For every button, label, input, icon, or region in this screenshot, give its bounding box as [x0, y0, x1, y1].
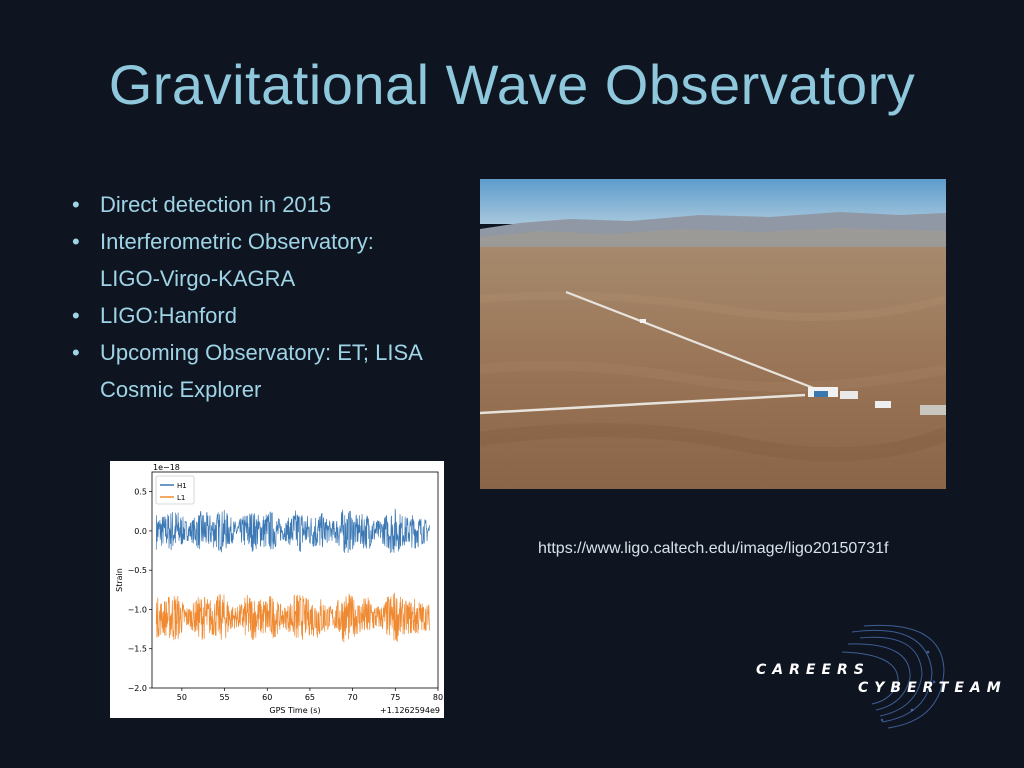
bullet-text: Interferometric Observatory: [100, 229, 374, 254]
x-tick-label: 75 [390, 693, 400, 702]
photo-source-url: https://www.ligo.caltech.edu/image/ligo2… [538, 540, 889, 557]
legend: H1 L1 [155, 475, 195, 505]
bullet-list: • Direct detection in 2015 • Interferometr… [72, 186, 423, 408]
bullet-item: • Interferometric Observatory: [72, 223, 423, 260]
y-tick-label: −0.5 [128, 566, 147, 575]
bullet-dot: • [72, 340, 80, 365]
x-tick-label: 80 [433, 693, 443, 702]
y-axis-label: Strain [115, 568, 124, 592]
x-tick-label: 65 [305, 693, 315, 702]
series-l1-line [155, 592, 430, 643]
y-tick-label: −1.5 [128, 645, 147, 654]
y-tick-label: −1.0 [128, 605, 147, 614]
bullet-dot: • [72, 229, 80, 254]
ligo-hanford-photo [480, 179, 946, 489]
series-h1-line [155, 508, 430, 553]
bullet-dot: • [72, 192, 80, 217]
bullet-text: Upcoming Observatory: ET; LISA [100, 340, 423, 365]
careers-cyberteam-logo: CAREERS CYBERTEAM [752, 622, 1002, 732]
y-tick-label: −2.0 [128, 684, 147, 693]
y-scale-label: 1e−18 [153, 463, 180, 472]
y-tick-label: 0.5 [134, 488, 147, 497]
bullet-text: LIGO:Hanford [100, 303, 237, 328]
strain-chart: 50 55 60 65 70 75 80 0.5 0.0 −0.5 −1.0 −1.5 −2.0 1e… [110, 461, 444, 718]
bullet-item: • LIGO:Hanford [72, 297, 423, 334]
series-h1-path [155, 508, 430, 553]
legend-l1-label: L1 [177, 494, 185, 502]
bullet-continuation: Cosmic Explorer [100, 377, 262, 402]
slide-title: Gravitational Wave Observatory [108, 53, 916, 116]
series-l1-path [155, 592, 430, 643]
x-tick-label: 60 [262, 693, 272, 702]
x-tick-label: 70 [348, 693, 358, 702]
bullet-item: • Direct detection in 2015 [72, 186, 423, 223]
logo-line1: CAREERS [756, 662, 870, 678]
bullet-item: • Upcoming Observatory: ET; LISA [72, 334, 423, 371]
bullet-text: Direct detection in 2015 [100, 192, 332, 217]
x-tick-label: 55 [219, 693, 229, 702]
legend-box [155, 475, 195, 505]
x-axis-ticks: 50 55 60 65 70 75 80 [177, 688, 443, 702]
plot-frame [151, 471, 439, 689]
bullet-continuation: LIGO-Virgo-KAGRA [100, 266, 296, 291]
bullet-dot: • [72, 303, 80, 328]
y-tick-label: 0.0 [134, 527, 147, 536]
y-axis-ticks: 0.5 0.0 −0.5 −1.0 −1.5 −2.0 [128, 488, 152, 693]
legend-h1-label: H1 [177, 482, 187, 490]
x-offset-label: +1.1262594e9 [380, 706, 440, 715]
logo-line2: CYBERTEAM [858, 680, 1007, 696]
x-tick-label: 50 [177, 693, 187, 702]
x-axis-label: GPS Time (s) [269, 706, 320, 715]
